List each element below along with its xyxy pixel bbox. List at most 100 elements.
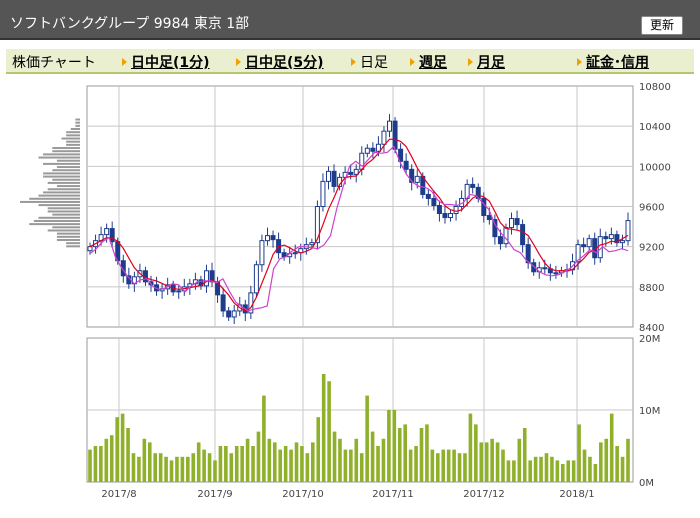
candlestick — [436, 200, 442, 222]
volume-bar — [512, 460, 516, 482]
candle-body — [603, 236, 609, 240]
candle-body — [619, 240, 625, 244]
candlestick — [520, 219, 526, 253]
candle-body — [392, 120, 398, 150]
volume-bar — [517, 438, 522, 482]
candlestick — [353, 164, 359, 183]
volume-profile-bar — [43, 191, 80, 194]
candlestick — [231, 304, 237, 324]
volume-bar — [175, 456, 179, 482]
volume-bar — [577, 424, 581, 482]
volume-bar — [359, 453, 364, 482]
candle-body — [331, 170, 337, 187]
candle-body — [364, 147, 370, 154]
volume-bar — [120, 413, 125, 482]
candle-body — [320, 180, 326, 208]
volume-bar — [555, 460, 560, 482]
volume-bar — [620, 456, 625, 482]
nav-intraday-1min[interactable]: 日中足(1分) — [122, 52, 210, 72]
volume-bar — [430, 449, 435, 482]
candlestick — [270, 230, 276, 248]
volume-bar — [408, 449, 413, 482]
page-title: ソフトバンクグループ 9984 東京 1部 — [10, 16, 250, 32]
candle-body — [375, 143, 381, 152]
volume-profile-bar — [52, 178, 80, 181]
candlestick — [525, 237, 531, 269]
volume-bar — [137, 456, 141, 482]
candle-body — [109, 228, 115, 243]
volume-bar — [300, 446, 304, 482]
candle-body — [87, 246, 93, 252]
volume-profile-bar — [52, 213, 80, 216]
volume-bar — [381, 438, 386, 482]
volume-bar — [240, 446, 244, 482]
x-tick-label: 2017/8 — [101, 489, 136, 500]
volume-bar — [425, 424, 429, 482]
volume-bar — [599, 442, 603, 482]
volume-tick-label: 0M — [639, 478, 654, 489]
candle-body — [270, 235, 276, 241]
volume-bar — [256, 431, 261, 482]
volume-bar — [452, 449, 456, 482]
volume-bar — [593, 464, 598, 482]
candlestick — [625, 212, 631, 246]
nav-margin-credit[interactable]: 証金･信用 — [577, 52, 649, 72]
candlestick — [514, 210, 520, 230]
volume-bar — [457, 453, 462, 482]
volume-profile-bar — [43, 162, 80, 165]
x-tick-label: 2017/10 — [282, 489, 324, 500]
volume-profile-bar — [38, 216, 80, 219]
x-tick-label: 2017/11 — [372, 489, 414, 500]
volume-bar — [164, 456, 168, 482]
volume-profile-bar — [56, 232, 80, 235]
volume-profile-bar — [38, 204, 80, 207]
candle-body — [409, 168, 415, 183]
candle-body — [220, 294, 226, 312]
triangle-right-icon — [577, 58, 582, 66]
volume-profile-bar — [66, 140, 80, 143]
volume-profile-bar — [43, 153, 80, 156]
volume-profile-bar — [56, 166, 80, 169]
volume-bar — [99, 446, 103, 482]
volume-bar — [495, 442, 500, 482]
candle-body — [497, 236, 503, 245]
candle-body — [575, 244, 581, 263]
volume-profile-bar — [20, 200, 80, 203]
candle-body — [608, 234, 614, 240]
volume-bar — [343, 449, 348, 482]
candle-body — [325, 170, 331, 182]
candle-body — [370, 147, 376, 152]
volume-bar — [262, 395, 266, 482]
volume-bar — [539, 456, 543, 482]
nav-monthly[interactable]: 月足 — [468, 52, 505, 72]
volume-bar — [311, 442, 315, 482]
candle-body — [387, 120, 393, 132]
candle-body — [403, 160, 409, 170]
candlestick — [370, 142, 376, 159]
refresh-button[interactable]: 更新 — [641, 16, 683, 35]
candle-body — [226, 310, 232, 318]
volume-bar — [544, 453, 549, 482]
volume-bar — [147, 442, 152, 482]
nav-daily: 日足 — [351, 52, 388, 72]
volume-bar — [202, 449, 206, 482]
candle-body — [176, 290, 182, 293]
volume-tick-label: 10M — [639, 406, 660, 417]
volume-bar — [316, 417, 321, 482]
nav-intraday-5min[interactable]: 日中足(5分) — [236, 52, 324, 72]
candle-body — [470, 183, 476, 188]
volume-bar — [104, 438, 109, 482]
price-tick-label: 10400 — [639, 122, 671, 133]
volume-profile-bar — [38, 194, 80, 197]
volume-bar — [392, 410, 397, 482]
volume-bar — [294, 442, 299, 482]
candle-body — [309, 242, 315, 246]
volume-bar — [332, 431, 337, 482]
price-tick-label: 10000 — [639, 162, 671, 173]
candle-body — [231, 310, 237, 318]
volume-bar — [207, 453, 212, 482]
candle-body — [625, 220, 631, 242]
volume-bar — [191, 453, 196, 482]
candle-body — [414, 175, 420, 183]
nav-weekly[interactable]: 週足 — [410, 52, 447, 72]
